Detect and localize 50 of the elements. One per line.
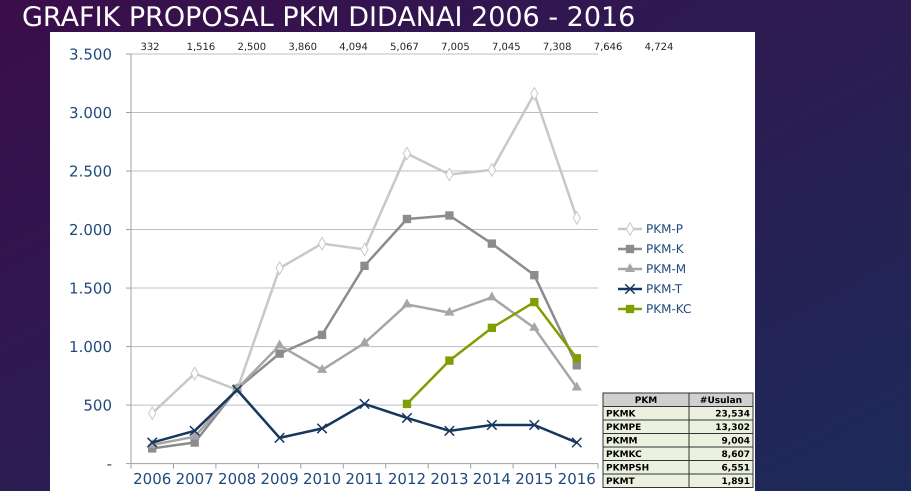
chart-title: GRAFIK PROPOSAL PKM DIDANAI 2006 - 2016 bbox=[22, 2, 636, 33]
text: 1,891 bbox=[722, 476, 750, 487]
text: PKM bbox=[634, 396, 658, 406]
text: 4,724 bbox=[644, 42, 674, 53]
text: #Usulan bbox=[700, 396, 742, 406]
x-tick-label: 2016 bbox=[558, 470, 596, 488]
x-tick-label: 2011 bbox=[345, 470, 384, 488]
text: 7,308 bbox=[542, 42, 572, 53]
text: 332 bbox=[140, 42, 160, 53]
y-tick-label: 2.500 bbox=[69, 162, 112, 180]
legend-label: PKM-KC bbox=[646, 302, 692, 316]
y-tick-label: - bbox=[106, 454, 112, 473]
text: 7,045 bbox=[492, 42, 521, 53]
text: 13,302 bbox=[715, 422, 750, 433]
x-tick-label: 2015 bbox=[515, 470, 554, 488]
legend-label: PKM-P bbox=[646, 222, 684, 236]
x-tick-label: 2007 bbox=[176, 470, 214, 488]
y-tick-label: 1.000 bbox=[69, 338, 112, 356]
text: 7,646 bbox=[594, 42, 622, 53]
text: PKMM bbox=[606, 436, 638, 446]
legend-label: PKM-M bbox=[646, 262, 686, 276]
text: 2,500 bbox=[237, 42, 266, 53]
text: 5,067 bbox=[390, 42, 419, 53]
y-tick-label: 3.000 bbox=[69, 104, 112, 122]
y-tick-label: 1.500 bbox=[69, 279, 112, 298]
text: 1,516 bbox=[186, 42, 216, 53]
text: 9,004 bbox=[722, 436, 750, 446]
x-tick-label: 2010 bbox=[302, 470, 342, 488]
x-tick-label: 2009 bbox=[260, 470, 299, 488]
legend-label: PKM-T bbox=[646, 282, 683, 296]
x-tick-label: 2014 bbox=[472, 470, 511, 488]
text: 6,551 bbox=[722, 463, 750, 474]
x-tick-label: 2008 bbox=[218, 470, 256, 488]
text: PKMKC bbox=[606, 450, 642, 460]
text: PKMPE bbox=[606, 422, 642, 433]
text: 8,607 bbox=[722, 450, 750, 460]
text: PKMT bbox=[606, 476, 636, 487]
text: 4,094 bbox=[339, 42, 368, 53]
text: 7,005 bbox=[441, 42, 470, 53]
text: 23,534 bbox=[715, 409, 750, 420]
text: PKMPSH bbox=[606, 463, 650, 474]
y-tick-label: 3.500 bbox=[69, 45, 112, 64]
text: 3,860 bbox=[288, 42, 318, 53]
text: PKMK bbox=[606, 409, 637, 420]
y-tick-label: 500 bbox=[83, 396, 112, 414]
y-tick-label: 2.000 bbox=[69, 220, 112, 239]
legend-label: PKM-K bbox=[646, 242, 685, 256]
x-tick-label: 2013 bbox=[430, 470, 469, 488]
x-tick-label: 2006 bbox=[133, 470, 172, 488]
x-tick-label: 2012 bbox=[388, 470, 426, 488]
